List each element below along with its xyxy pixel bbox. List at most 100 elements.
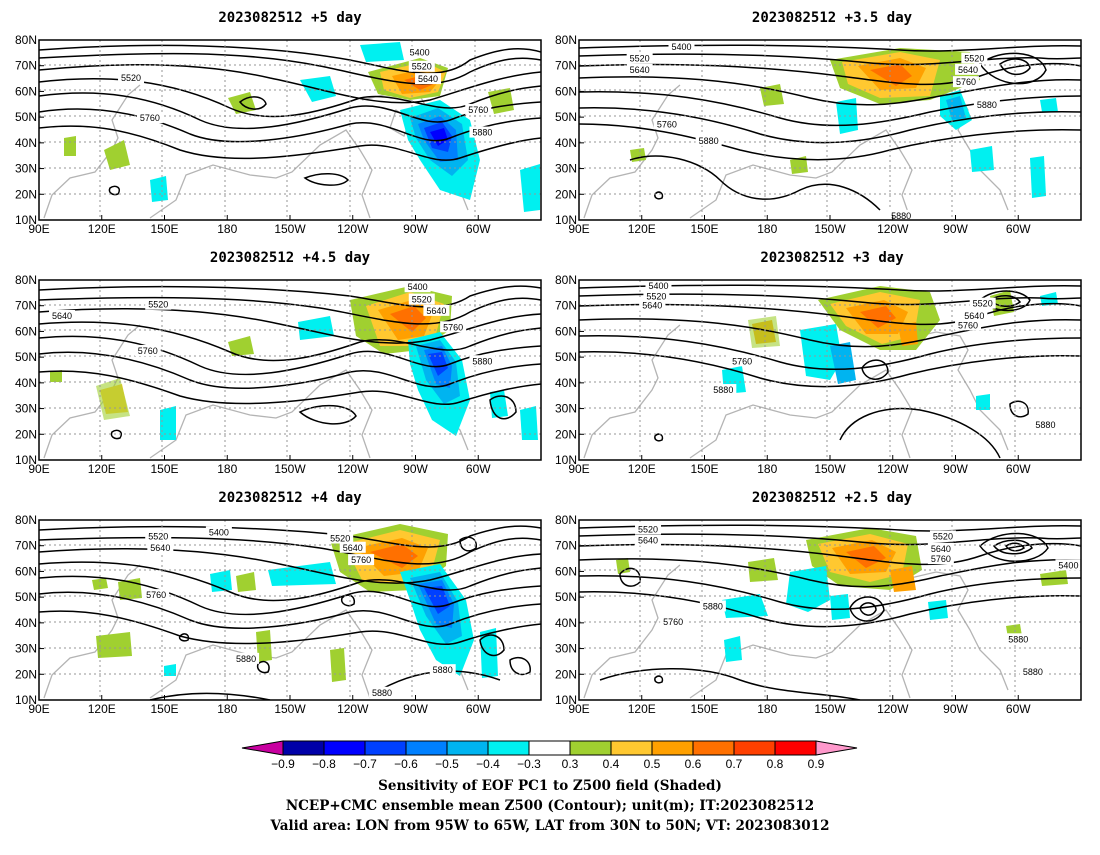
lon-tick-label: 120E (628, 702, 656, 716)
contour-label-bg (118, 72, 145, 84)
lat-tick-label: 70N (15, 59, 37, 73)
contour-label: 5880 (703, 601, 723, 611)
lon-tick-label: 180 (217, 462, 237, 476)
lat-tick-label: 50N (15, 350, 37, 364)
contour-label: 5640 (964, 311, 984, 321)
lat-tick-label: 30N (555, 162, 577, 176)
lon-tick-label: 90W (943, 702, 968, 716)
lat-tick-label: 50N (555, 110, 577, 124)
shading (64, 42, 540, 212)
contour-labels: 5400 5520 5640 5520 5760 5760 5880 (118, 46, 496, 138)
lon-tick-label: 120W (877, 702, 909, 716)
colorbar-label: 0.8 (767, 757, 784, 771)
contour-label-bg (145, 530, 172, 542)
lon-tick-label: 150W (274, 702, 306, 716)
grid (579, 40, 1081, 220)
contour-label: 5400 (209, 527, 229, 537)
lat-tick-label: 70N (15, 299, 37, 313)
lon-tick-label: 90W (943, 222, 968, 236)
contour-label-bg (645, 280, 672, 292)
contour-label-bg (415, 73, 442, 85)
lon-tick-label: 180 (757, 222, 777, 236)
colorbar-swatch (487, 740, 530, 756)
lon-tick-label: 150W (274, 222, 306, 236)
axis-ticks: 90E 120E 150E 180 150W 120W 90W 60W 10N 20N 30N 40N… (555, 33, 1031, 236)
contour-label: 5880 (891, 211, 911, 221)
lat-tick-label: 20N (15, 427, 37, 441)
caption-line-2: NCEP+CMC ensemble mean Z500 (Contour); u… (286, 798, 814, 814)
contour-label-bg (429, 664, 456, 676)
colorbar-swatch (569, 740, 612, 756)
colorbar-label: 0.3 (562, 757, 579, 771)
contour-label: 5520 (148, 531, 168, 541)
colorbar-label: −0.9 (271, 757, 295, 771)
contour-label: 5640 (343, 543, 363, 553)
colorbar-label: −0.8 (312, 757, 336, 771)
contour-label-bg (969, 297, 996, 309)
contour-label-bg (643, 290, 670, 302)
contour-label: 5880 (1035, 420, 1055, 430)
contour-label-bg (465, 103, 492, 115)
contour-label: 5760 (468, 105, 488, 115)
lon-tick-label: 90W (403, 222, 428, 236)
lon-tick-label: 60W (1006, 462, 1031, 476)
lon-tick-label: 60W (466, 702, 491, 716)
lon-tick-label: 90E (28, 222, 49, 236)
contour-label-bg (408, 293, 435, 305)
contour-label-bg (927, 542, 954, 554)
contour-label-bg (660, 615, 687, 627)
colorbar-swatch (446, 740, 489, 756)
contour-label-bg (710, 384, 737, 396)
lat-tick-label: 80N (555, 513, 577, 527)
colorbar-label: 0.7 (726, 757, 743, 771)
contour-label: 5520 (412, 295, 432, 305)
contour-label: 5760 (146, 590, 166, 600)
shading (722, 286, 1058, 410)
lon-tick-label: 150E (150, 222, 178, 236)
contour-label: 5520 (646, 291, 666, 301)
lat-tick-label: 40N (555, 376, 577, 390)
axis-ticks: 90E 120E 150E 180 150W 120W 90W 60W 10N 20N 30N 40N… (15, 33, 491, 236)
contour-label: 5880 (1023, 667, 1043, 677)
lon-tick-label: 150E (690, 222, 718, 236)
lon-tick-label: 120E (88, 222, 116, 236)
contour-label: 5880 (236, 654, 256, 664)
contour-label-bg (927, 553, 954, 565)
contour-label-bg (233, 652, 260, 664)
contour-label-bg (1019, 666, 1046, 678)
lat-tick-label: 80N (555, 273, 577, 287)
contour-label-bg (952, 76, 979, 88)
contour-label-bg (1055, 559, 1081, 571)
lat-tick-label: 20N (555, 187, 577, 201)
contour-label: 5640 (418, 74, 438, 84)
lat-tick-label: 10N (15, 213, 37, 227)
lat-tick-label: 30N (15, 162, 37, 176)
contour-label-bg (635, 523, 662, 535)
lon-tick-label: 150E (150, 702, 178, 716)
colorbar-label: −0.7 (353, 757, 377, 771)
lon-tick-label: 150W (274, 462, 306, 476)
lat-tick-label: 10N (555, 693, 577, 707)
contour-label: 5520 (148, 300, 168, 310)
map-content: 5400 5520 5640 5520 5760 5760 5880 (39, 40, 541, 220)
contour-label-bg (639, 299, 666, 311)
lon-tick-label: 150E (690, 462, 718, 476)
lon-tick-label: 90E (568, 462, 589, 476)
lon-tick-label: 180 (757, 462, 777, 476)
contour-label: 5400 (410, 47, 430, 57)
colorbar-swatch (692, 740, 735, 756)
axis-ticks: 90E 120E 150E 180 150W 120W 90W 60W 10N 20N 30N 40N… (15, 273, 491, 476)
contour-label: 5640 (642, 301, 662, 311)
contour-label: 5880 (699, 136, 719, 146)
coastlines (583, 324, 1009, 459)
lat-tick-label: 50N (555, 350, 577, 364)
contour-label: 5760 (138, 346, 158, 356)
contour-label-bg (695, 134, 722, 146)
contour-label: 5760 (443, 322, 463, 332)
lat-tick-label: 70N (555, 539, 577, 553)
lat-tick-label: 70N (555, 299, 577, 313)
